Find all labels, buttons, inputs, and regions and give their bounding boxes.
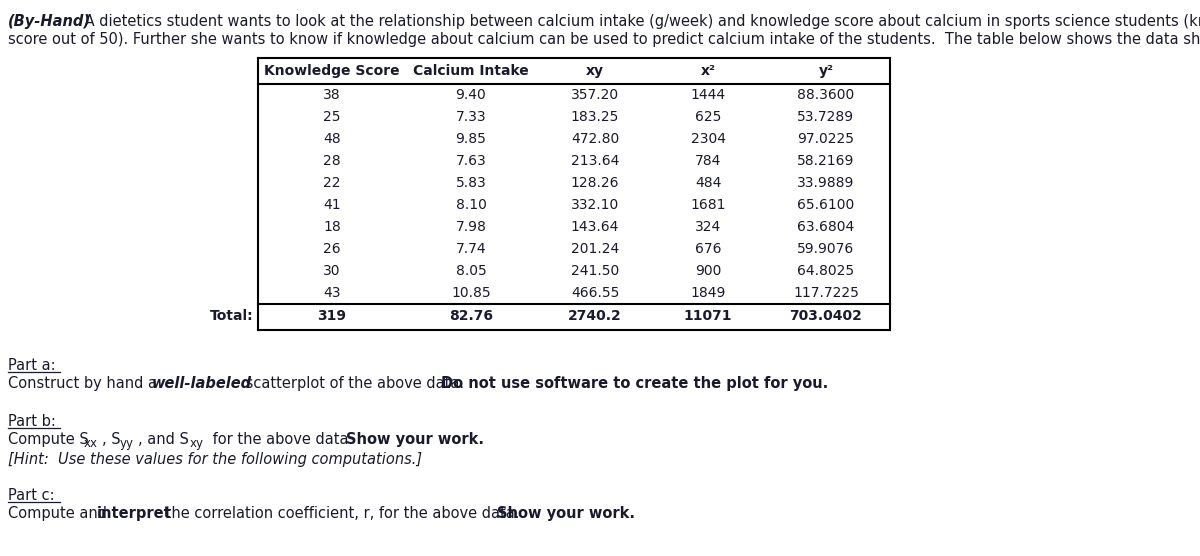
Text: 5.83: 5.83 xyxy=(456,176,486,190)
Text: xx: xx xyxy=(84,437,98,450)
Text: 676: 676 xyxy=(695,242,721,256)
Text: 10.85: 10.85 xyxy=(451,286,491,300)
Text: 213.64: 213.64 xyxy=(571,154,619,168)
Text: 30: 30 xyxy=(323,264,341,278)
Text: 484: 484 xyxy=(695,176,721,190)
Text: 183.25: 183.25 xyxy=(571,110,619,124)
Text: 128.26: 128.26 xyxy=(571,176,619,190)
Text: 38: 38 xyxy=(323,88,341,102)
Text: Compute and: Compute and xyxy=(8,506,112,521)
Text: 97.0225: 97.0225 xyxy=(798,132,854,146)
Text: 201.24: 201.24 xyxy=(571,242,619,256)
Text: 9.40: 9.40 xyxy=(456,88,486,102)
Text: 117.7225: 117.7225 xyxy=(793,286,859,300)
Text: 63.6804: 63.6804 xyxy=(797,220,854,234)
Text: Calcium Intake: Calcium Intake xyxy=(413,64,529,78)
Text: 9.85: 9.85 xyxy=(456,132,486,146)
Text: 41: 41 xyxy=(323,198,341,212)
Text: Construct by hand a: Construct by hand a xyxy=(8,376,162,391)
Text: 319: 319 xyxy=(318,309,347,323)
Text: 26: 26 xyxy=(323,242,341,256)
Text: 324: 324 xyxy=(695,220,721,234)
Text: for the above data.: for the above data. xyxy=(208,432,362,447)
Text: A dietetics student wants to look at the relationship between calcium intake (g/: A dietetics student wants to look at the… xyxy=(80,14,1200,29)
Text: 53.7289: 53.7289 xyxy=(798,110,854,124)
Text: y²: y² xyxy=(818,64,834,78)
Text: 25: 25 xyxy=(323,110,341,124)
Text: Total:: Total: xyxy=(210,309,254,323)
Text: interpret: interpret xyxy=(97,506,172,521)
Text: 143.64: 143.64 xyxy=(571,220,619,234)
Text: 466.55: 466.55 xyxy=(571,286,619,300)
Text: Part b:: Part b: xyxy=(8,414,56,429)
Text: Show your work.: Show your work. xyxy=(346,432,484,447)
Text: the correlation coefficient, r, for the above data.: the correlation coefficient, r, for the … xyxy=(161,506,529,521)
Text: score out of 50). Further she wants to know if knowledge about calcium can be us: score out of 50). Further she wants to k… xyxy=(8,32,1200,47)
Text: , S: , S xyxy=(102,432,121,447)
Text: Part a:: Part a: xyxy=(8,358,55,373)
Text: 48: 48 xyxy=(323,132,341,146)
Text: 241.50: 241.50 xyxy=(571,264,619,278)
Text: (By-Hand): (By-Hand) xyxy=(8,14,91,29)
Text: 22: 22 xyxy=(323,176,341,190)
Text: 8.10: 8.10 xyxy=(456,198,486,212)
Text: 7.74: 7.74 xyxy=(456,242,486,256)
Text: yy: yy xyxy=(120,437,134,450)
Text: 43: 43 xyxy=(323,286,341,300)
Text: 8.05: 8.05 xyxy=(456,264,486,278)
Text: 784: 784 xyxy=(695,154,721,168)
Text: 2304: 2304 xyxy=(690,132,726,146)
Text: 472.80: 472.80 xyxy=(571,132,619,146)
Text: Compute S: Compute S xyxy=(8,432,89,447)
Text: Do not use software to create the plot for you.: Do not use software to create the plot f… xyxy=(442,376,828,391)
Text: 58.2169: 58.2169 xyxy=(797,154,854,168)
Text: 1444: 1444 xyxy=(690,88,726,102)
Text: 82.76: 82.76 xyxy=(449,309,493,323)
Text: Part c:: Part c: xyxy=(8,488,55,503)
Text: 332.10: 332.10 xyxy=(571,198,619,212)
Text: 59.9076: 59.9076 xyxy=(797,242,854,256)
Text: Show your work.: Show your work. xyxy=(497,506,635,521)
Text: 357.20: 357.20 xyxy=(571,88,619,102)
Text: 625: 625 xyxy=(695,110,721,124)
Text: 7.63: 7.63 xyxy=(456,154,486,168)
Text: 18: 18 xyxy=(323,220,341,234)
Text: 2740.2: 2740.2 xyxy=(568,309,622,323)
Text: , and S: , and S xyxy=(138,432,188,447)
Text: 1681: 1681 xyxy=(690,198,726,212)
Text: xy: xy xyxy=(190,437,204,450)
Text: scatterplot of the above data.: scatterplot of the above data. xyxy=(241,376,473,391)
Text: 64.8025: 64.8025 xyxy=(798,264,854,278)
Text: 703.0402: 703.0402 xyxy=(790,309,863,323)
Text: [Hint:  Use these values for the following computations.]: [Hint: Use these values for the followin… xyxy=(8,452,422,467)
Text: 11071: 11071 xyxy=(684,309,732,323)
Text: Knowledge Score: Knowledge Score xyxy=(264,64,400,78)
Text: well-labeled: well-labeled xyxy=(152,376,252,391)
Text: 65.6100: 65.6100 xyxy=(797,198,854,212)
Text: 1849: 1849 xyxy=(690,286,726,300)
Text: 28: 28 xyxy=(323,154,341,168)
Text: 33.9889: 33.9889 xyxy=(797,176,854,190)
Text: 900: 900 xyxy=(695,264,721,278)
Text: xy: xy xyxy=(586,64,604,78)
Text: 7.98: 7.98 xyxy=(456,220,486,234)
Text: x²: x² xyxy=(701,64,715,78)
Text: 7.33: 7.33 xyxy=(456,110,486,124)
Text: 88.3600: 88.3600 xyxy=(797,88,854,102)
